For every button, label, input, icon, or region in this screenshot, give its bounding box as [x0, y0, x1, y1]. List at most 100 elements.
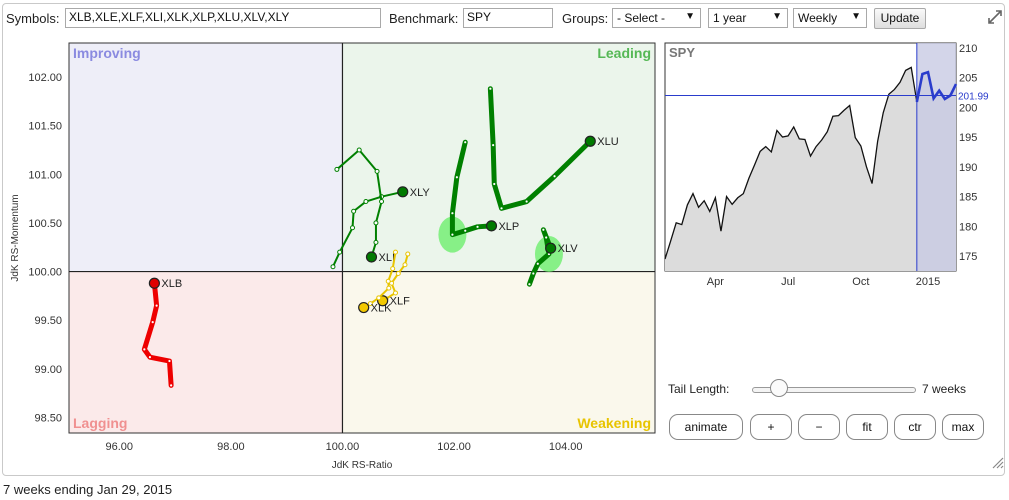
symbols-input[interactable]: XLB,XLE,XLF,XLI,XLK,XLP,XLU,XLV,XLY [65, 8, 381, 28]
spy-y-tick-label: 180 [959, 221, 977, 233]
center-button[interactable]: ctr [894, 414, 936, 440]
tail-point [392, 249, 398, 255]
x-tick-label: 104.00 [549, 441, 583, 453]
x-tick-label: 100.00 [326, 441, 360, 453]
series-label-xlb: XLB [161, 278, 182, 290]
tail-point [463, 228, 468, 233]
resize-handle-icon[interactable] [990, 455, 1004, 469]
series-head-xly [397, 186, 409, 198]
zoom-out-button[interactable]: − [798, 414, 840, 440]
spy-price-chart: SPY 201.99 175 180 185 190 195 200 205 210 Apr Jul O… [664, 42, 989, 288]
max-button[interactable]: max [942, 414, 984, 440]
tail-point [363, 199, 369, 205]
current-value-label: 201.99 [958, 91, 989, 102]
groups-select-value: - Select - [617, 11, 666, 25]
tail-point [150, 320, 155, 325]
tail-point [552, 174, 557, 179]
expand-arrows-icon[interactable] [988, 10, 1002, 24]
footer-caption: 7 weeks ending Jan 29, 2015 [3, 482, 173, 497]
tail-point [350, 225, 356, 231]
tail-point [373, 239, 379, 245]
benchmark-label: Benchmark: [389, 11, 459, 26]
chevron-down-icon: ▼ [772, 11, 782, 22]
spy-area-fill [665, 67, 956, 271]
tail-length-slider-track[interactable] [752, 387, 916, 393]
tail-point [544, 235, 549, 240]
tail-point [402, 262, 408, 268]
series-label-xlv: XLV [558, 243, 579, 255]
series-head-xlk [358, 301, 370, 314]
tail-point [385, 278, 391, 284]
tail-point [351, 208, 357, 214]
period-select[interactable]: 1 year ▼ [708, 8, 788, 28]
series-label-xlf: XLF [390, 296, 410, 308]
x-tick-label: 102.00 [437, 441, 471, 453]
tail-point [499, 206, 504, 211]
tail-length-value: 7 weeks [922, 382, 967, 396]
spy-chart-title: SPY [669, 45, 695, 60]
tail-point [475, 224, 480, 229]
spy-x-tick-label: Jul [781, 276, 795, 288]
series-label-xlu: XLU [597, 136, 618, 148]
tail-point [356, 147, 362, 153]
symbols-label: Symbols: [6, 11, 60, 26]
tail-window-highlight [916, 43, 956, 271]
spy-x-tick-label: Oct [852, 276, 869, 288]
tail-length-label: Tail Length: [668, 382, 730, 396]
spy-y-tick-label: 195 [959, 132, 977, 144]
tail-point [405, 251, 411, 257]
series-head-xlu [584, 135, 596, 147]
quadrant-label-lagging: Lagging [73, 415, 127, 431]
series-label-xlp: XLP [498, 221, 519, 233]
y-tick-label: 102.00 [28, 72, 62, 84]
tail-point [491, 143, 496, 148]
tail-point [373, 220, 379, 226]
series-head-xlp [485, 220, 498, 232]
tail-point [379, 199, 385, 205]
series-head-xlb [148, 277, 160, 289]
y-tick-label: 98.50 [34, 412, 62, 424]
tail-point [524, 199, 529, 204]
leading-quadrant [342, 43, 655, 272]
tail-length-slider-handle[interactable] [769, 379, 788, 397]
tail-point [450, 211, 455, 216]
y-tick-label: 100.00 [28, 267, 62, 279]
period-select-value: 1 year [713, 11, 747, 25]
frequency-select[interactable]: Weekly ▼ [793, 8, 867, 28]
tail-point [392, 290, 398, 296]
tail-point [527, 282, 532, 287]
tail-point [154, 303, 159, 308]
y-tick-label: 99.00 [34, 364, 62, 376]
spy-x-tick-label: Apr [707, 276, 724, 288]
fit-button[interactable]: fit [846, 414, 888, 440]
tail-point [386, 285, 392, 291]
spy-y-tick-label: 205 [959, 73, 977, 85]
tail-point [531, 271, 536, 276]
spy-y-tick-label: 175 [959, 251, 977, 263]
series-label-xlk: XLK [371, 303, 392, 315]
tail-point [541, 227, 546, 232]
series-label-xli: XLI [378, 252, 395, 264]
weakening-quadrant [342, 271, 655, 433]
update-button[interactable]: Update [874, 8, 926, 29]
spy-x-tick-label: 2015 [916, 276, 940, 288]
groups-select[interactable]: - Select - ▼ [612, 8, 701, 28]
y-axis-label: JdK RS-Momentum [10, 194, 21, 281]
animate-button[interactable]: animate [669, 414, 743, 440]
tail-point [367, 301, 373, 307]
series-label-xly: XLY [410, 187, 431, 199]
y-tick-label: 101.00 [28, 169, 62, 181]
lagging-quadrant [69, 271, 343, 433]
tail-point [454, 175, 459, 180]
tail-point [142, 347, 147, 352]
groups-label: Groups: [562, 11, 609, 26]
tail-point [463, 140, 468, 145]
tail-point [535, 261, 540, 266]
zoom-in-button[interactable]: + [750, 414, 792, 440]
frequency-select-value: Weekly [798, 11, 838, 25]
tail-point [169, 383, 174, 388]
benchmark-input[interactable]: SPY [463, 8, 553, 28]
tail-point [450, 232, 455, 237]
tail-point [488, 86, 493, 91]
tail-point [167, 358, 172, 364]
